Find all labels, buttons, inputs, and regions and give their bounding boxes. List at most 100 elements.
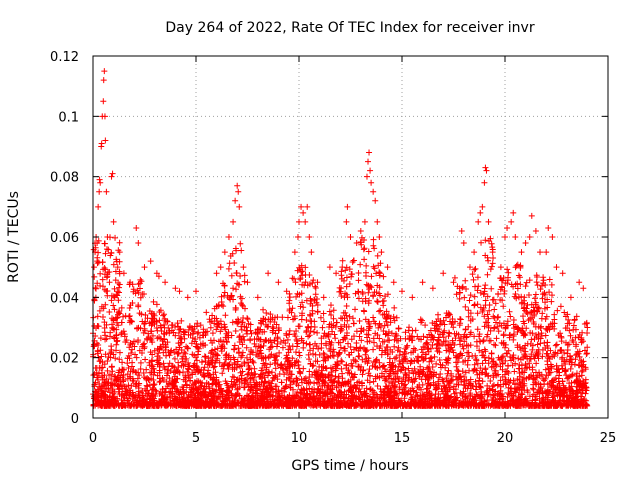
data-point (488, 285, 495, 292)
data-point (531, 355, 538, 362)
data-point (297, 303, 304, 310)
data-point (445, 341, 452, 348)
data-point (222, 326, 229, 333)
data-point (108, 250, 115, 257)
data-point (341, 345, 348, 352)
data-point (495, 371, 502, 378)
data-point (457, 316, 464, 323)
data-point (224, 402, 231, 409)
data-point (501, 288, 508, 295)
data-point (474, 274, 481, 281)
data-point (384, 344, 391, 351)
data-point (320, 294, 327, 301)
data-point (340, 309, 347, 316)
data-point (558, 348, 565, 355)
data-point (162, 279, 169, 286)
data-point (409, 379, 416, 386)
data-point (366, 386, 373, 393)
data-point (105, 246, 112, 253)
data-point (512, 291, 519, 298)
data-point (455, 381, 462, 388)
data-point (451, 330, 458, 337)
data-point (125, 382, 132, 389)
data-point (459, 368, 466, 375)
data-point (432, 394, 439, 401)
data-point (308, 249, 315, 256)
data-point (337, 344, 344, 351)
data-point (110, 325, 117, 332)
data-point (486, 301, 493, 308)
data-point (504, 350, 511, 357)
data-point (174, 320, 181, 327)
data-point (350, 346, 357, 353)
data-point (289, 305, 296, 312)
data-point (391, 336, 398, 343)
data-point (232, 197, 239, 204)
data-point (482, 237, 489, 244)
data-point (482, 319, 489, 326)
data-point (201, 373, 208, 380)
data-point (462, 303, 469, 310)
data-point (278, 402, 285, 409)
data-point (102, 301, 109, 308)
data-point (113, 338, 120, 345)
data-point (481, 323, 488, 330)
data-point (140, 395, 147, 402)
data-point (429, 285, 436, 292)
data-point (441, 382, 448, 389)
data-point (115, 382, 122, 389)
data-point (342, 381, 349, 388)
data-point (521, 331, 528, 338)
data-point (545, 366, 552, 373)
data-point (150, 376, 157, 383)
data-point (549, 382, 556, 389)
data-point (349, 315, 356, 322)
data-point (198, 358, 205, 365)
data-point (356, 378, 363, 385)
data-point (454, 376, 461, 383)
data-point (508, 218, 515, 225)
data-point (160, 360, 167, 367)
data-point (270, 401, 277, 408)
data-point (210, 371, 217, 378)
data-point (573, 372, 580, 379)
data-point (484, 382, 491, 389)
data-point (499, 284, 506, 291)
data-point (517, 356, 524, 363)
data-point (399, 288, 405, 295)
data-point (236, 203, 243, 210)
data-point (374, 298, 381, 305)
data-point (104, 358, 111, 365)
data-point (275, 327, 282, 334)
data-point (523, 279, 530, 286)
data-point (170, 329, 177, 336)
data-point (427, 327, 434, 334)
data-point (477, 392, 484, 399)
data-point (385, 378, 392, 385)
data-point (494, 314, 501, 321)
data-point (425, 365, 432, 372)
data-point (293, 357, 300, 364)
data-point (98, 303, 105, 310)
data-point (94, 260, 101, 267)
data-point (269, 329, 276, 336)
data-point (123, 337, 130, 344)
data-point (101, 324, 108, 331)
data-point (523, 364, 530, 371)
data-point (166, 327, 173, 334)
data-point (521, 387, 528, 394)
data-point (116, 349, 123, 356)
data-point (202, 394, 209, 401)
data-point (501, 344, 508, 351)
data-point (304, 203, 311, 210)
data-point (107, 329, 114, 336)
data-point (280, 367, 287, 374)
data-point (313, 342, 320, 349)
data-point (343, 324, 350, 331)
data-point (338, 326, 345, 333)
data-point (428, 358, 435, 365)
data-point (306, 332, 313, 339)
data-point (451, 390, 458, 397)
data-point (536, 386, 543, 393)
data-point (472, 265, 479, 272)
